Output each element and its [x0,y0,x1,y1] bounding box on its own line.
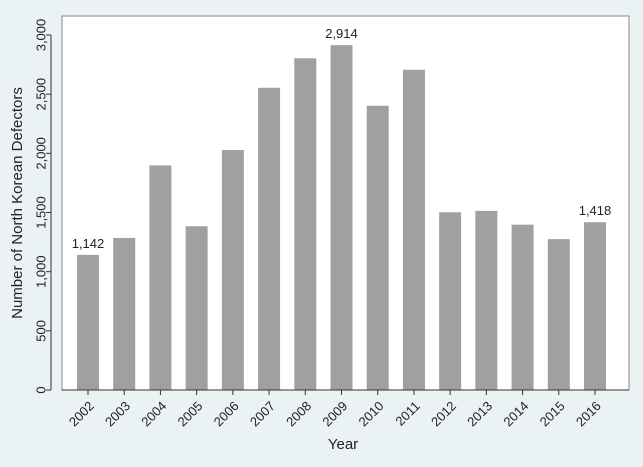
y-tick-label: 1,500 [33,196,48,229]
bar-2002 [77,254,99,390]
bars [77,45,606,390]
data-label-2002: 1,142 [72,236,105,251]
x-tick-label: 2007 [247,398,278,429]
x-axis-title: Year [328,436,358,453]
bar-2012 [439,212,462,390]
x-tick-label: 2009 [319,398,350,429]
bar-2016 [584,222,606,390]
bar-2014 [511,224,534,390]
bar-2015 [547,239,570,390]
x-tick-label: 2011 [392,398,422,428]
x-tick-label: 2004 [138,398,169,429]
x-tick-label: 2002 [66,398,97,429]
data-label-2016: 1,418 [579,203,612,218]
y-tick-label: 2,500 [33,78,48,111]
bar-2006 [221,150,244,390]
x-axis: 2002 2003 2004 2005 2006 2007 2008 2009 2010 2011… [62,389,629,429]
bar-2004 [149,165,172,390]
x-tick-label: 2014 [500,398,531,429]
y-tick-label: 0 [33,386,48,393]
bar-2003 [113,237,136,390]
y-tick-label: 3,000 [33,19,48,52]
x-tick-label: 2012 [428,398,459,429]
x-tick-label: 2016 [573,398,604,429]
y-tick-label: 1,000 [33,255,48,288]
x-tick-label: 2010 [356,398,387,429]
y-axis: 0 500 1,000 1,500 2,000 2,500 3,000 [33,19,52,394]
bar-2007 [258,87,281,390]
bar-2010 [366,105,389,390]
y-tick-label: 500 [33,320,48,342]
x-tick-label: 2013 [464,398,495,429]
x-tick-label: 2008 [283,398,314,429]
data-label-2009: 2,914 [325,26,358,41]
y-tick-label: 2,000 [33,137,48,170]
bar-2011 [402,69,425,390]
bar-2009 [330,45,353,390]
x-tick-label: 2003 [102,398,133,429]
bar-2013 [475,210,498,390]
x-tick-label: 2005 [174,398,205,429]
x-tick-label: 2006 [211,398,242,429]
y-axis-title: Number of North Korean Defectors [9,87,26,319]
bar-2005 [185,226,208,390]
data-labels: 1,142 2,914 1,418 [72,26,612,251]
x-tick-label: 2015 [537,398,568,429]
bar-2008 [294,58,317,390]
